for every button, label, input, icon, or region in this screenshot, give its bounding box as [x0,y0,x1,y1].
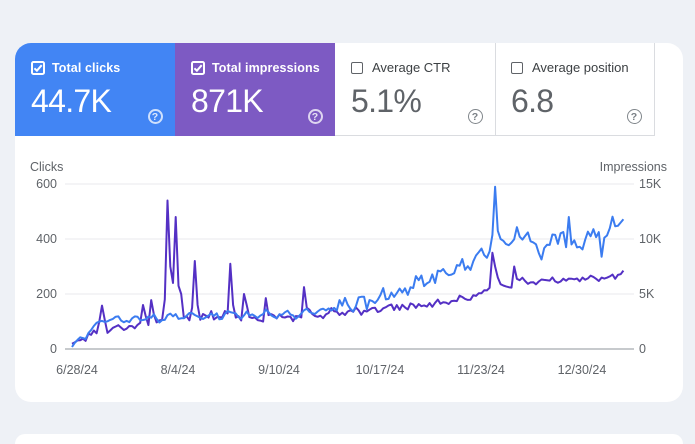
svg-text:0: 0 [50,342,57,356]
svg-text:200: 200 [36,287,57,301]
svg-text:0: 0 [639,342,646,356]
svg-text:600: 600 [36,177,57,191]
svg-text:8/4/24: 8/4/24 [161,363,196,377]
svg-text:10/17/24: 10/17/24 [356,363,405,377]
svg-text:Impressions: Impressions [600,160,667,174]
svg-text:6/28/24: 6/28/24 [56,363,98,377]
svg-text:Clicks: Clicks [30,160,63,174]
svg-text:5K: 5K [639,287,655,301]
svg-text:12/30/24: 12/30/24 [558,363,607,377]
svg-text:9/10/24: 9/10/24 [258,363,300,377]
svg-text:400: 400 [36,232,57,246]
svg-text:10K: 10K [639,232,662,246]
svg-text:15K: 15K [639,177,662,191]
svg-text:11/23/24: 11/23/24 [457,363,505,377]
